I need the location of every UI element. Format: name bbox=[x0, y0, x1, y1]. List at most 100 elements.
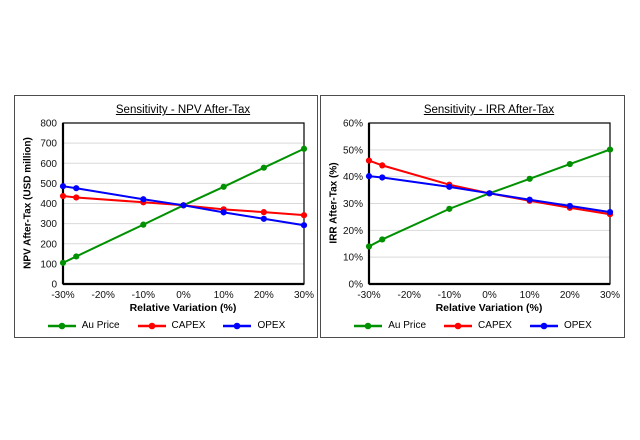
au-price-marker bbox=[606, 146, 614, 153]
npv-chart-title: Sensitivity - NPV After-Tax bbox=[115, 104, 251, 116]
capex-marker bbox=[73, 194, 80, 201]
opex-marker bbox=[260, 215, 267, 222]
irr-legend: Au Price CAPEX OPEX bbox=[321, 320, 624, 331]
au-price-marker bbox=[140, 221, 147, 228]
npv-y-axis-title: NPV After-Tax (USD million) bbox=[22, 137, 34, 269]
gridlines bbox=[369, 149, 610, 258]
capex-legend-marker bbox=[137, 322, 166, 329]
x-tick-label: 0% bbox=[176, 290, 191, 301]
au-price-legend-marker bbox=[47, 322, 76, 329]
x-tick-label: 20% bbox=[560, 290, 580, 301]
x-tick-label: -20% bbox=[397, 290, 420, 301]
series-opex bbox=[59, 183, 308, 229]
opex-marker bbox=[59, 183, 67, 190]
capex-legend-marker bbox=[444, 322, 473, 329]
opex-marker bbox=[220, 209, 227, 216]
y-tick-labels: 0 100 200 300 400 500 600 700 800 bbox=[40, 119, 57, 291]
x-tick-label: -10% bbox=[132, 290, 155, 301]
irr-chart-title: Sensitivity - IRR After-Tax bbox=[423, 104, 555, 116]
opex-marker bbox=[566, 202, 573, 210]
capex-marker bbox=[365, 157, 373, 164]
x-tick-labels: -30% -20% -10% 0% 10% 20% 30% bbox=[51, 290, 314, 301]
opex-marker bbox=[140, 196, 147, 203]
opex-marker bbox=[526, 196, 533, 203]
y-tick-label: 60% bbox=[343, 119, 363, 130]
legend-label-opex: OPEX bbox=[257, 320, 286, 331]
x-tick-label: -10% bbox=[438, 290, 461, 301]
x-tick-label: -30% bbox=[357, 290, 380, 301]
opex-legend-marker bbox=[529, 322, 558, 329]
legend-label-au-price: Au Price bbox=[81, 320, 120, 331]
au-price-marker bbox=[365, 243, 373, 250]
legend-label-capex: CAPEX bbox=[171, 320, 206, 331]
capex-marker bbox=[379, 162, 386, 169]
y-tick-label: 300 bbox=[40, 219, 57, 230]
au-price-marker bbox=[566, 160, 573, 168]
legend-label-au-price: Au Price bbox=[388, 320, 427, 331]
capex-marker bbox=[300, 212, 308, 219]
series-au-price bbox=[365, 146, 614, 250]
irr-y-axis-title: IRR After-Tax (%) bbox=[328, 162, 340, 244]
au-price-marker bbox=[526, 175, 533, 182]
opex-marker bbox=[606, 208, 614, 216]
x-tick-label: 10% bbox=[214, 290, 234, 301]
series-capex bbox=[365, 157, 614, 218]
x-tick-labels: -30% -20% -10% 0% 10% 20% 30% bbox=[357, 290, 620, 301]
y-tick-label: 0% bbox=[349, 280, 364, 291]
y-tick-label: 40% bbox=[343, 172, 363, 183]
irr-x-axis-title: Relative Variation (%) bbox=[435, 302, 543, 314]
legend-label-capex: CAPEX bbox=[478, 320, 512, 331]
opex-marker bbox=[365, 173, 373, 180]
y-tick-label: 600 bbox=[40, 159, 57, 170]
y-tick-label: 800 bbox=[40, 119, 57, 130]
npv-x-axis-title: Relative Variation (%) bbox=[129, 302, 237, 314]
opex-marker bbox=[446, 183, 453, 190]
legend-item-capex: CAPEX bbox=[137, 320, 206, 331]
x-tick-label: 30% bbox=[600, 290, 620, 301]
au-price-marker bbox=[59, 259, 67, 266]
capex-marker bbox=[260, 209, 267, 216]
y-tick-label: 700 bbox=[40, 139, 57, 150]
au-price-line bbox=[368, 148, 611, 248]
au-price-marker bbox=[300, 145, 308, 152]
y-tick-label: 400 bbox=[40, 199, 57, 210]
opex-marker bbox=[486, 190, 493, 197]
x-tick-label: 10% bbox=[520, 290, 540, 301]
y-tick-label: 0 bbox=[51, 280, 57, 291]
y-tick-label: 30% bbox=[343, 199, 363, 210]
y-tick-labels: 0% 10% 20% 30% 40% 50% 60% bbox=[343, 119, 363, 291]
legend-item-opex: OPEX bbox=[529, 320, 592, 331]
au-price-legend-marker bbox=[354, 322, 383, 329]
opex-marker bbox=[180, 202, 187, 209]
y-tick-label: 20% bbox=[343, 226, 363, 237]
x-tick-label: -30% bbox=[51, 290, 74, 301]
irr-sensitivity-panel: Sensitivity - IRR After-Tax 0% 10% 20% 30% 4… bbox=[320, 95, 625, 338]
au-price-marker bbox=[446, 205, 453, 212]
opex-marker bbox=[73, 185, 80, 192]
x-tick-label: 0% bbox=[482, 290, 497, 301]
legend-item-au-price: Au Price bbox=[353, 320, 426, 331]
legend-item-au-price: Au Price bbox=[47, 320, 120, 331]
capex-marker bbox=[59, 192, 67, 200]
npv-sensitivity-panel: Sensitivity - NPV After-Tax 0 100 200 300 40… bbox=[14, 95, 318, 338]
opex-marker bbox=[300, 222, 308, 229]
y-tick-label: 200 bbox=[40, 239, 57, 250]
y-tick-label: 500 bbox=[40, 179, 57, 190]
au-price-marker bbox=[220, 183, 227, 190]
npv-legend: Au Price CAPEX OPEX bbox=[15, 320, 317, 331]
npv-plot: 0 100 200 300 400 500 600 700 800 -30% -20% -10% 0% 1… bbox=[40, 119, 314, 302]
series-opex bbox=[365, 173, 614, 216]
opex-legend-marker bbox=[223, 322, 252, 329]
y-tick-label: 50% bbox=[343, 145, 363, 156]
x-tick-label: 20% bbox=[254, 290, 274, 301]
au-price-marker bbox=[73, 253, 80, 260]
opex-marker bbox=[379, 174, 386, 181]
x-tick-label: -20% bbox=[91, 290, 114, 301]
legend-item-capex: CAPEX bbox=[443, 320, 512, 331]
x-tick-label: 30% bbox=[294, 290, 314, 301]
y-tick-label: 100 bbox=[40, 259, 57, 270]
y-tick-label: 10% bbox=[343, 253, 363, 264]
au-price-marker bbox=[379, 236, 386, 243]
au-price-marker bbox=[260, 164, 267, 171]
